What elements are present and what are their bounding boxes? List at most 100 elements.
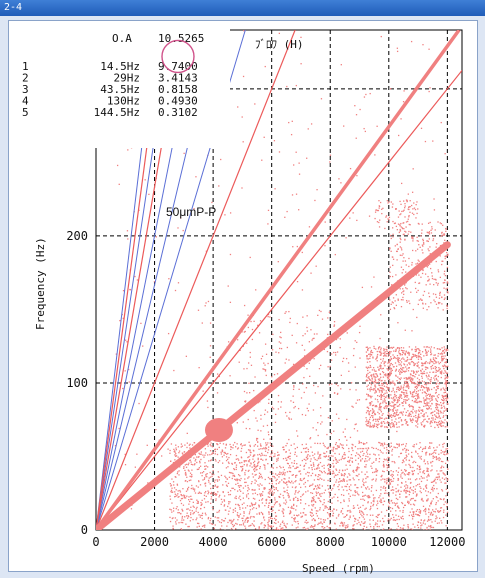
scatter-point [344,457,346,459]
scatter-point [274,455,276,457]
scatter-point [433,371,435,373]
scatter-point [246,490,249,492]
scatter-point [431,399,434,401]
scatter-point [401,391,403,393]
scatter-point [435,279,437,281]
scatter-point [399,353,401,355]
scatter-point [410,415,412,418]
scatter-point [363,525,365,528]
scatter-point [370,397,372,399]
scatter-point [311,497,314,499]
scatter-point [426,354,428,356]
scatter-point [419,511,422,513]
scatter-point [251,503,253,505]
scatter-point [404,469,406,471]
scatter-point [389,374,391,376]
scatter-point [256,441,259,443]
scatter-point [275,487,277,489]
scatter-point [420,353,422,355]
scatter-point [418,351,421,354]
scatter-point [248,476,250,478]
scatter-point [363,96,366,98]
scatter-point [355,423,357,425]
scatter-point [389,519,391,521]
scatter-point [435,398,437,400]
scatter-point [295,151,297,153]
scatter-point [371,377,373,379]
scatter-point [332,466,335,468]
scatter-point [286,459,288,461]
scatter-point [203,506,206,509]
scatter-point [300,397,303,399]
scatter-point [401,528,403,530]
scatter-point [430,232,433,234]
scatter-point [338,453,341,455]
scatter-point [124,453,126,456]
scatter-point [390,480,393,483]
scatter-point [356,341,358,344]
scatter-point [386,509,388,512]
scatter-point [372,494,374,496]
scatter-point [346,468,348,470]
scatter-point [403,350,405,352]
scatter-point [435,374,437,377]
scatter-point [394,395,396,398]
scatter-point [431,411,433,414]
scatter-point [269,442,271,444]
scatter-point [346,460,349,463]
scatter-point [425,392,428,395]
scatter-point [413,401,415,403]
scatter-point [428,278,430,280]
scatter-point [425,486,427,488]
scatter-point [169,495,171,497]
scatter-point [369,525,372,528]
scatter-point [355,402,357,404]
scatter-point [334,351,337,354]
scatter-point [423,391,425,393]
scatter-point [394,398,396,401]
scatter-point [232,525,235,528]
scatter-point [358,511,361,514]
scatter-point [412,418,414,420]
scatter-point [311,339,313,341]
scatter-point [410,357,413,359]
scatter-point [374,380,377,382]
scatter-point [180,502,183,505]
scatter-point [250,483,253,485]
scatter-point [443,388,445,391]
scatter-point [348,447,350,450]
scatter-point [432,239,434,242]
scatter-point [383,398,386,400]
scatter-point [407,370,410,372]
scatter-point [236,479,238,482]
scatter-point [205,468,207,470]
scatter-point [395,375,397,377]
scatter-point [376,516,379,519]
scatter-point [399,496,401,498]
scatter-point [365,487,367,489]
scatter-point [201,512,204,514]
scatter-point [426,420,428,423]
scatter-point [425,484,428,486]
scatter-point [320,522,322,524]
scatter-point [376,353,379,356]
scatter-point [245,518,247,520]
scatter-point [414,398,417,400]
scatter-point [442,309,444,311]
scatter-point [422,410,424,413]
scatter-point [426,479,428,481]
scatter-point [374,412,376,415]
scatter-point [310,329,312,331]
scatter-point [385,446,388,449]
scatter-point [366,361,369,363]
scatter-point [362,527,364,530]
scatter-point [170,485,172,487]
scatter-point [196,499,198,501]
scatter-point [260,495,262,497]
scatter-point [302,334,304,337]
scatter-point [321,523,324,525]
scatter-point [316,442,319,445]
scatter-point [343,524,345,526]
scatter-point [389,358,391,361]
